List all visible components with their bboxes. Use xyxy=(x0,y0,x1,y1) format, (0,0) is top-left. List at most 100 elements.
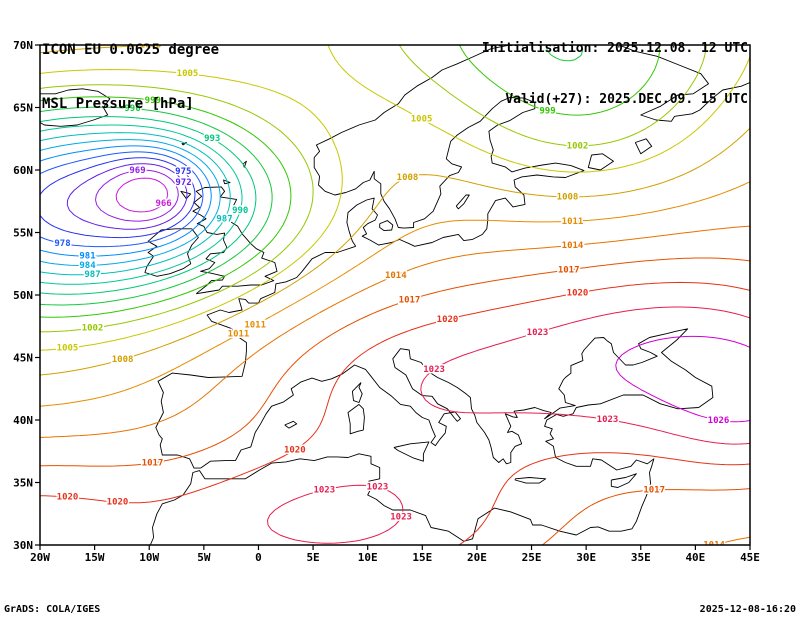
isobar-label-1017: 1017 xyxy=(399,295,421,305)
isobar-996 xyxy=(40,45,584,306)
isobar-label-1020: 1020 xyxy=(437,315,459,325)
valid-time: Valid(+27): 2025.DEC.09. 15 UTC xyxy=(505,92,748,107)
isobar-label-966: 966 xyxy=(155,199,171,209)
lat-axis-label: 60N xyxy=(13,164,33,177)
isobar-label-1008: 1008 xyxy=(397,173,419,183)
isobar-label-1005: 1005 xyxy=(411,115,433,125)
isobar-label-1023: 1023 xyxy=(597,415,619,425)
isobar-987 xyxy=(40,132,231,276)
field-title: MSL Pressure [hPa] xyxy=(42,96,194,112)
isobar-1008 xyxy=(40,45,750,376)
coastline xyxy=(347,404,365,435)
isobar-label-1026: 1026 xyxy=(708,416,730,426)
coastline xyxy=(618,45,750,122)
isobar-969 xyxy=(95,169,179,222)
isobar-label-1008: 1008 xyxy=(557,192,579,202)
isobar-label-1023: 1023 xyxy=(367,483,389,493)
isobar-label-1011: 1011 xyxy=(562,217,584,227)
isobar-label-1011: 1011 xyxy=(244,321,266,331)
header-right: Initialisation: 2025.12.08. 12 UTC Valid… xyxy=(482,6,748,142)
isobar-label-1023: 1023 xyxy=(390,513,412,523)
lon-axis-label: 5E xyxy=(306,551,319,564)
isobar-990 xyxy=(40,124,243,285)
coastline xyxy=(313,45,585,247)
isobar-label-1017: 1017 xyxy=(558,265,580,275)
isobar-label-1008: 1008 xyxy=(112,355,134,365)
coastline xyxy=(379,220,394,232)
lon-axis-label: 35E xyxy=(631,551,651,564)
lon-axis-label: 40E xyxy=(685,551,705,564)
isobar-label-972: 972 xyxy=(175,178,191,188)
isobar-label-1002: 1002 xyxy=(82,324,104,334)
isobar-label-1002: 1002 xyxy=(567,141,589,151)
lon-axis-label: 45E xyxy=(740,551,760,564)
isobar-1005 xyxy=(40,45,750,351)
isobar-label-969: 969 xyxy=(129,166,145,176)
isobar-label-999: 999 xyxy=(539,106,555,116)
isobar-label-1023: 1023 xyxy=(423,365,445,375)
isobar-label-1008: 1008 xyxy=(140,41,162,51)
coastline xyxy=(587,153,614,171)
isobar-label-1014: 1014 xyxy=(385,271,407,281)
isobar-label-987: 987 xyxy=(216,215,232,225)
isobar-966 xyxy=(115,177,169,213)
isobar-1020 xyxy=(40,281,750,545)
coastline xyxy=(455,194,470,210)
lat-axis-label: 40N xyxy=(13,414,33,427)
isobar-978 xyxy=(40,151,204,248)
isobar-label-984: 984 xyxy=(79,261,96,271)
lon-axis-label: 25E xyxy=(522,551,542,564)
isobar-1014 xyxy=(40,225,750,545)
lon-axis-label: 15W xyxy=(85,551,105,564)
map-layers: 9669699729759789819849879879909939969991… xyxy=(40,41,750,550)
isobar-label-1005: 1005 xyxy=(57,344,79,354)
isobar-981 xyxy=(40,145,212,257)
lat-axis-label: 70N xyxy=(13,39,33,52)
isobar-label-1014: 1014 xyxy=(703,540,725,550)
coastline xyxy=(351,382,363,403)
lat-axis-label: 65N xyxy=(13,102,33,115)
isobar-label-999: 999 xyxy=(145,96,161,106)
coastline xyxy=(634,138,653,155)
lon-axis-label: 20W xyxy=(30,551,50,564)
coastline xyxy=(610,473,637,488)
isobar-label-996: 996 xyxy=(124,104,140,114)
lat-axis-label: 50N xyxy=(13,289,33,302)
isobar-972 xyxy=(66,163,188,230)
header-left: ICON EU 0.0625 degree MSL Pressure [hPa] xyxy=(42,5,219,149)
lon-axis-label: 10W xyxy=(139,551,159,564)
isobar-label-1017: 1017 xyxy=(142,459,164,469)
isobar-label-1020: 1020 xyxy=(284,445,306,455)
init-time: Initialisation: 2025.12.08. 12 UTC xyxy=(481,41,748,56)
isobar-label-1023: 1023 xyxy=(313,485,335,495)
isobar-1017 xyxy=(40,257,750,545)
isobar-1011 xyxy=(40,181,750,407)
isobar-1026 xyxy=(615,335,750,423)
coastline xyxy=(393,441,430,462)
isobar-label-1005: 1005 xyxy=(177,69,199,79)
isobar-975 xyxy=(40,157,196,239)
coastline xyxy=(144,228,199,277)
isobar-label-1020: 1020 xyxy=(567,289,589,299)
isobar-label-987: 987 xyxy=(84,270,100,280)
coastline xyxy=(155,245,356,469)
isobar-label-975: 975 xyxy=(175,167,191,177)
isobar-label-981: 981 xyxy=(79,252,95,262)
isobar-993 xyxy=(40,116,257,295)
isobar-label-1017: 1017 xyxy=(643,486,665,496)
isobar-label-1023: 1023 xyxy=(527,328,549,338)
coastline xyxy=(180,190,192,200)
grads-credit: GrADS: COLA/IGES xyxy=(4,604,101,615)
lon-axis-label: 0 xyxy=(255,551,262,564)
coastline xyxy=(192,186,278,295)
model-title: ICON EU 0.0625 degree xyxy=(42,42,220,58)
isobar-label-1020: 1020 xyxy=(57,493,79,503)
isobar-label-1011: 1011 xyxy=(228,330,250,340)
isobar-label-993: 993 xyxy=(204,134,220,144)
lat-axis-label: 45N xyxy=(13,352,33,365)
isobar-label-1020: 1020 xyxy=(107,498,129,508)
coastline xyxy=(284,420,298,429)
lat-axis-label: 55N xyxy=(13,227,33,240)
coastline xyxy=(149,328,714,545)
